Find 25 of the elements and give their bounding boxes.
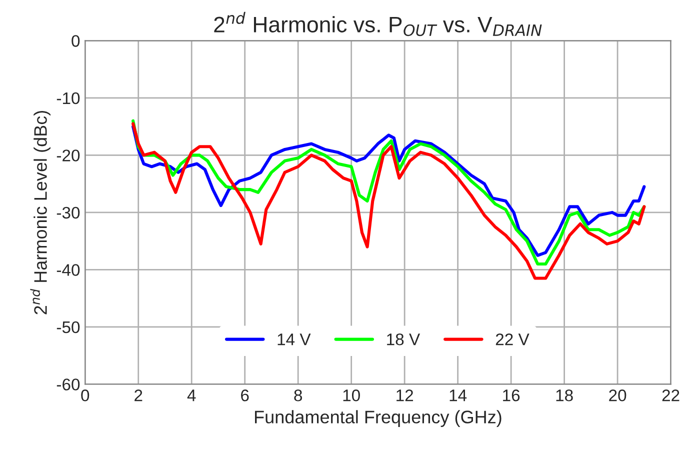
x-tick-label: 16	[503, 390, 520, 402]
x-tick-label: 4	[187, 390, 196, 402]
x-tick-label: 0	[81, 390, 90, 402]
x-tick-label: 22	[662, 390, 680, 402]
x-tick-label: 2	[134, 390, 142, 402]
chart-title: 2$^{nd}$ Harmonic vs. P$_{OUT}$ vs. V$_{DRAIN}$	[214, 12, 542, 36]
y-tick-label: -50	[56, 321, 80, 334]
y-tick-label: 0	[72, 35, 80, 47]
x-tick-label: 12	[396, 390, 414, 402]
legend-label: 18 V	[387, 333, 420, 346]
x-tick-label: 6	[241, 390, 249, 402]
y-tick-label: -60	[56, 378, 80, 390]
x-tick-label: 18	[556, 390, 573, 402]
y-tick-label: -20	[56, 150, 80, 162]
x-tick-label: 8	[294, 390, 302, 402]
legend-label: 14 V	[278, 334, 311, 346]
y-axis-title: 2$^{nd}$ Harmonic Level (dBc)	[30, 110, 50, 314]
y-tick-label: -10	[56, 92, 80, 104]
x-tick-label: 14	[450, 390, 467, 402]
y-tick-label: -40	[56, 264, 80, 276]
x-axis-title: Fundamental Frequency (GHz)	[255, 410, 502, 427]
legend-label: 22 V	[496, 333, 530, 346]
y-tick-label: -30	[56, 206, 80, 219]
x-tick-label: 20	[609, 390, 626, 402]
x-tick-label: 10	[343, 390, 360, 402]
